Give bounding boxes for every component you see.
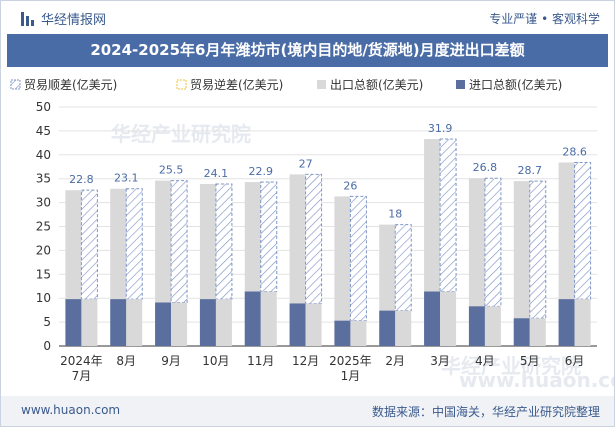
x-tick-label: 9月	[161, 354, 181, 368]
data-label: 18	[388, 208, 402, 221]
top-bar: 华经情报网 专业严谨 • 客观科学	[1, 1, 614, 35]
surplus-bar	[484, 177, 502, 307]
import-bar	[289, 303, 306, 346]
x-tick-label: 2025年	[329, 354, 372, 368]
y-tick-label: 45	[36, 124, 51, 138]
brand: 华经情报网	[21, 9, 106, 28]
surplus-bar	[394, 224, 412, 312]
import-bar	[65, 299, 82, 346]
legend-label: 贸易逆差(亿美元)	[190, 77, 283, 92]
data-label: 27	[299, 157, 313, 170]
x-tick-label: 4月	[475, 354, 495, 368]
x-tick-label: 3月	[430, 354, 450, 368]
data-label: 22.9	[249, 165, 274, 178]
y-tick-label: 20	[36, 243, 51, 257]
brand-name: 华经情报网	[41, 13, 107, 28]
data-label: 24.1	[204, 167, 229, 180]
import-bar	[244, 291, 261, 346]
legend-label: 进口总额(亿美元)	[469, 77, 562, 92]
import-bar	[334, 320, 351, 346]
data-label: 25.5	[159, 164, 184, 177]
legend-label: 贸易顺差(亿美元)	[24, 77, 117, 92]
legend-swatch-export	[317, 80, 326, 89]
surplus-base	[81, 299, 98, 346]
data-source: 数据来源：中国海关，华经产业研究院整理	[371, 405, 600, 419]
surplus-bar	[574, 161, 592, 300]
surplus-bar	[170, 180, 188, 304]
surplus-base	[171, 302, 188, 346]
surplus-base	[484, 306, 501, 346]
import-bar	[379, 310, 396, 346]
data-label: 28.6	[562, 145, 587, 158]
surplus-base	[440, 291, 457, 346]
x-tick-label: 2024年	[60, 354, 103, 368]
website-link[interactable]: www.huaon.com	[21, 403, 121, 417]
x-tick-label: 2月	[385, 354, 405, 368]
footer: www.huaon.com 数据来源：中国海关，华经产业研究院整理	[1, 396, 614, 426]
surplus-bar	[260, 181, 278, 293]
surplus-bar	[125, 188, 143, 300]
y-tick-label: 15	[36, 267, 51, 281]
import-bar	[199, 299, 216, 346]
y-tick-label: 0	[43, 339, 51, 353]
data-label: 23.1	[114, 172, 139, 185]
surplus-base	[126, 299, 143, 346]
y-tick-label: 25	[36, 220, 51, 234]
y-tick-label: 30	[36, 196, 51, 210]
x-tick-label: 12月	[292, 354, 319, 368]
brand-logo-icon	[21, 11, 35, 26]
tagline: 专业严谨 • 客观科学	[489, 12, 600, 26]
legend-swatch-deficit	[176, 79, 187, 90]
surplus-base	[574, 299, 591, 346]
import-bar	[468, 306, 485, 346]
data-label: 26	[343, 179, 357, 192]
x-tick-label: 10月	[202, 354, 229, 368]
data-label: 28.7	[518, 164, 543, 177]
surplus-base	[215, 299, 232, 346]
surplus-bar	[349, 195, 367, 322]
surplus-base	[395, 310, 412, 346]
surplus-base	[260, 291, 277, 346]
x-tick-label: 1月	[341, 369, 361, 383]
surplus-base	[350, 320, 367, 346]
surplus-bar	[529, 180, 547, 319]
surplus-bar	[215, 183, 233, 300]
x-tick-label: 11月	[247, 354, 274, 368]
x-tick-label: 6月	[565, 354, 585, 368]
import-bar	[155, 302, 172, 346]
x-tick-label: 5月	[520, 354, 540, 368]
legend-label: 出口总额(亿美元)	[330, 77, 423, 92]
x-tick-label: 7月	[72, 369, 92, 383]
import-bar	[558, 299, 575, 346]
watermark-url: www.huaon.com	[459, 368, 614, 392]
y-tick-label: 40	[36, 148, 51, 162]
y-tick-label: 5	[43, 315, 51, 329]
legend-swatch-import	[456, 80, 465, 89]
export-bar	[289, 174, 306, 346]
surplus-bar	[305, 173, 323, 304]
legend-swatch-surplus	[10, 79, 21, 90]
watermark-text: 华经产业研究院	[111, 122, 251, 146]
surplus-base	[305, 303, 322, 346]
export-bar	[513, 181, 530, 346]
data-label: 22.8	[69, 173, 94, 186]
bar-chart: 华经产业研究院华经产业研究院www.huaon.com0510152025303…	[10, 77, 614, 392]
import-bar	[110, 299, 127, 346]
import-bar	[513, 318, 530, 346]
y-tick-label: 50	[36, 100, 51, 114]
x-tick-label: 8月	[116, 354, 136, 368]
surplus-base	[529, 318, 546, 346]
export-bar	[334, 196, 351, 346]
chart-title: 2024-2025年6月年潍坊市(境内目的地/货源地)月度进出口差额	[7, 34, 608, 67]
import-bar	[424, 291, 441, 346]
data-label: 26.8	[473, 161, 498, 174]
surplus-bar	[439, 138, 457, 293]
data-label: 31.9	[428, 122, 453, 135]
y-tick-label: 35	[36, 172, 51, 186]
surplus-bar	[80, 189, 98, 300]
watermark-text: 华经产业研究院	[441, 354, 581, 378]
export-bar	[468, 178, 485, 346]
y-tick-label: 10	[36, 291, 51, 305]
